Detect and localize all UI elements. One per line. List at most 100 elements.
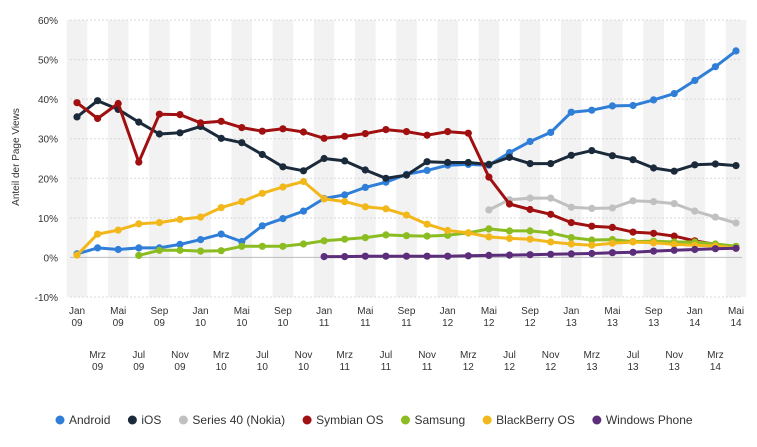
plot-band: [66, 20, 88, 297]
data-point-windows-phone: [320, 253, 328, 261]
data-point-windows-phone: [629, 248, 637, 256]
data-point-symbian-os: [176, 111, 184, 119]
y-tick-label: 60%: [38, 16, 58, 27]
data-point-ios: [629, 156, 637, 164]
data-point-series-40-nokia: [629, 197, 637, 205]
x-tick-label: 11: [401, 318, 412, 329]
legend-label-series-40-nokia: Series 40 (Nokia): [192, 413, 285, 427]
data-point-samsung: [567, 234, 575, 242]
plot-band: [396, 20, 417, 297]
plot-band: [355, 20, 376, 297]
x-tick-label: 11: [422, 362, 433, 373]
data-point-samsung: [526, 227, 534, 235]
x-tick-label: Jan: [440, 306, 456, 317]
x-tick-label: 13: [648, 318, 660, 329]
x-tick-label: Mai: [110, 306, 126, 317]
x-tick-label: 12: [504, 362, 516, 373]
data-point-symbian-os: [135, 158, 143, 166]
data-point-android: [361, 183, 369, 191]
legend-marker-ios: [127, 415, 137, 425]
data-point-windows-phone: [608, 249, 617, 257]
y-tick-label: 50%: [38, 56, 58, 67]
data-point-blackberry-os: [567, 240, 575, 248]
data-point-blackberry-os: [73, 251, 81, 259]
plot-band: [231, 20, 253, 297]
data-point-android: [608, 102, 617, 110]
data-point-android: [711, 63, 720, 71]
plot-band: [684, 20, 706, 297]
data-point-series-40-nokia: [670, 200, 678, 208]
data-point-ios: [444, 158, 452, 167]
data-point-series-40-nokia: [485, 206, 493, 214]
x-tick-label: Jan: [687, 306, 703, 317]
data-point-blackberry-os: [341, 198, 349, 206]
data-point-ios: [711, 160, 720, 168]
data-point-symbian-os: [341, 132, 349, 140]
data-point-symbian-os: [567, 219, 575, 227]
x-tick-label: 12: [483, 318, 495, 329]
data-point-ios: [320, 154, 328, 163]
x-tick-label: Jul: [380, 350, 393, 361]
data-point-ios: [732, 162, 740, 170]
data-point-symbian-os: [670, 232, 678, 240]
data-point-android: [670, 90, 678, 98]
legend-label-windows-phone: Windows Phone: [606, 413, 693, 427]
x-tick-label: Nov: [295, 350, 313, 361]
x-tick-label: 13: [627, 362, 639, 373]
x-tick-label: Mrz: [336, 350, 353, 361]
data-point-ios: [547, 160, 555, 168]
data-point-samsung: [135, 251, 143, 259]
data-point-symbian-os: [94, 114, 102, 123]
x-tick-label: Mrz: [213, 350, 230, 361]
x-tick-label: 13: [669, 362, 681, 373]
data-point-ios: [176, 129, 184, 137]
y-tick-label: 0%: [44, 253, 59, 264]
y-tick-label: 10%: [38, 214, 58, 225]
x-tick-label: 14: [710, 362, 722, 373]
data-point-samsung: [176, 246, 184, 254]
data-point-ios: [464, 158, 472, 167]
legend-label-blackberry-os: BlackBerry OS: [496, 413, 575, 427]
x-tick-label: Mrz: [584, 350, 601, 361]
x-tick-label: 09: [113, 318, 125, 329]
x-tick-label: 13: [607, 318, 619, 329]
data-point-blackberry-os: [155, 219, 163, 227]
data-point-blackberry-os: [279, 183, 287, 191]
data-point-blackberry-os: [320, 195, 328, 203]
data-point-blackberry-os: [547, 238, 555, 246]
legend-label-ios: iOS: [141, 413, 161, 427]
data-point-ios: [135, 118, 143, 126]
data-point-series-40-nokia: [650, 198, 658, 206]
data-point-windows-phone: [402, 252, 411, 260]
x-tick-label: Sep: [645, 306, 663, 317]
data-point-ios: [361, 166, 369, 174]
data-point-android: [341, 191, 349, 199]
data-point-symbian-os: [197, 119, 205, 127]
data-point-symbian-os: [382, 126, 390, 134]
x-axis: Jan09Mrz09Mai09Jul09Sep09Nov09Jan10Mrz10…: [69, 306, 744, 373]
data-point-symbian-os: [505, 200, 514, 208]
data-point-symbian-os: [217, 117, 225, 125]
data-point-blackberry-os: [361, 203, 369, 211]
x-tick-label: 12: [463, 362, 475, 373]
data-point-ios: [485, 160, 493, 168]
x-tick-label: Sep: [398, 306, 416, 317]
legend-marker-symbian-os: [302, 415, 312, 425]
data-point-symbian-os: [588, 222, 596, 230]
data-point-android: [629, 101, 637, 110]
x-tick-label: Jul: [256, 350, 269, 361]
data-point-windows-phone: [670, 246, 678, 254]
x-tick-label: 11: [319, 318, 330, 329]
data-point-samsung: [320, 237, 328, 245]
data-point-ios: [650, 164, 658, 172]
data-point-blackberry-os: [423, 220, 431, 228]
data-point-blackberry-os: [650, 239, 658, 247]
data-point-blackberry-os: [464, 229, 472, 237]
data-point-samsung: [382, 231, 390, 239]
legend-label-android: Android: [69, 413, 110, 427]
data-point-symbian-os: [114, 99, 122, 108]
x-tick-label: 11: [360, 318, 371, 329]
x-tick-label: Jul: [503, 350, 516, 361]
data-point-symbian-os: [629, 228, 637, 236]
data-point-android: [135, 244, 143, 252]
